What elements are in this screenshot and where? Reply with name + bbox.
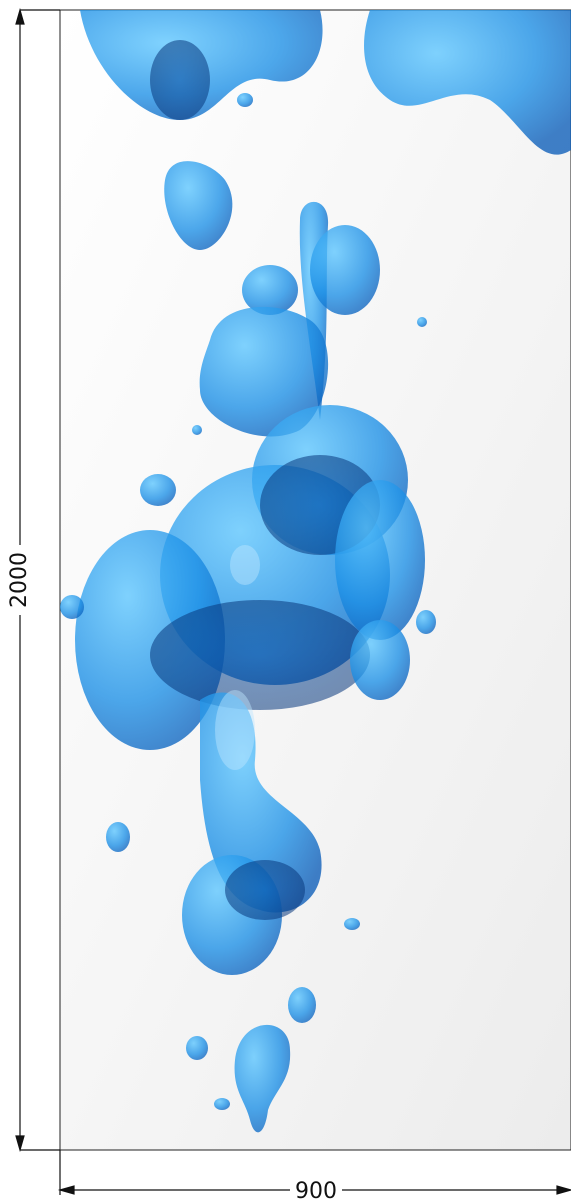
artwork	[60, 10, 571, 1133]
height-label: 2000	[7, 552, 32, 608]
width-label: 900	[295, 1179, 337, 1203]
